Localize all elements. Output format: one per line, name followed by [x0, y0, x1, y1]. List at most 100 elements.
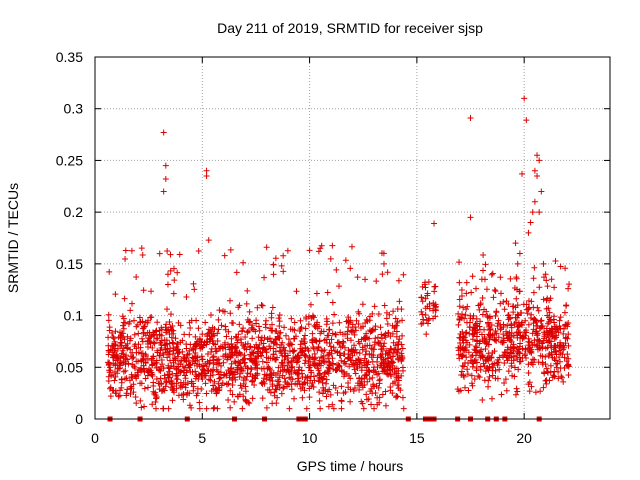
data-point — [304, 373, 311, 380]
data-point — [160, 405, 167, 412]
data-point — [526, 339, 533, 346]
data-point — [469, 327, 476, 334]
data-point — [489, 372, 496, 379]
data-point — [338, 405, 345, 412]
data-point — [542, 377, 549, 384]
data-point — [314, 346, 321, 353]
data-point — [528, 383, 535, 390]
data-point — [372, 368, 379, 375]
data-point — [192, 341, 199, 348]
data-point — [210, 405, 217, 412]
data-point — [117, 335, 124, 342]
data-point — [301, 340, 308, 347]
data-point — [150, 339, 157, 346]
data-point — [504, 346, 511, 353]
data-point — [546, 309, 553, 316]
data-point — [275, 364, 282, 371]
data-point — [170, 347, 177, 354]
data-point — [183, 391, 190, 398]
data-point — [326, 340, 333, 347]
data-point — [276, 335, 283, 342]
data-point — [157, 375, 164, 382]
data-point — [359, 400, 366, 407]
data-point — [455, 388, 462, 395]
data-point — [481, 276, 488, 283]
data-point — [162, 383, 169, 390]
data-point — [336, 283, 343, 290]
data-point — [500, 298, 507, 305]
data-point — [486, 327, 493, 334]
data-point — [227, 246, 234, 253]
data-point — [501, 359, 508, 366]
data-point — [244, 287, 251, 294]
data-point — [492, 312, 499, 319]
data-point — [455, 321, 462, 328]
data-point — [158, 326, 165, 333]
data-point — [154, 319, 161, 326]
data-point — [126, 337, 133, 344]
data-point — [195, 247, 202, 254]
data-point — [528, 359, 535, 366]
data-point — [490, 364, 497, 371]
data-point — [327, 255, 334, 262]
data-point — [350, 387, 357, 394]
data-point — [552, 348, 559, 355]
data-point — [500, 321, 507, 328]
y-tick-label: 0.1 — [64, 308, 84, 324]
data-point — [372, 390, 379, 397]
data-point — [248, 352, 255, 359]
data-point — [340, 390, 347, 397]
data-point — [359, 344, 366, 351]
data-point — [207, 327, 214, 334]
data-point — [384, 320, 391, 327]
data-point — [168, 334, 175, 341]
data-point — [149, 401, 156, 408]
data-point — [519, 355, 526, 362]
data-point — [472, 321, 479, 328]
data-point — [105, 334, 112, 341]
data-point — [552, 326, 559, 333]
data-point — [196, 405, 203, 412]
data-point — [157, 367, 164, 374]
data-point — [459, 362, 466, 369]
data-point — [351, 366, 358, 373]
data-point — [120, 368, 127, 375]
data-point — [213, 390, 220, 397]
data-point — [530, 275, 537, 282]
data-point — [233, 269, 240, 276]
data-point — [228, 335, 235, 342]
data-point — [199, 331, 206, 338]
data-point — [462, 312, 469, 319]
data-point — [220, 308, 227, 315]
data-point — [329, 401, 336, 408]
data-point — [504, 322, 511, 329]
data-point — [211, 378, 218, 385]
data-point — [351, 342, 358, 349]
data-point — [473, 367, 480, 374]
data-point — [492, 367, 499, 374]
data-point — [324, 332, 331, 339]
data-point — [544, 283, 551, 290]
data-point — [386, 360, 393, 367]
data-point — [130, 381, 137, 388]
data-point — [565, 355, 572, 362]
data-point — [363, 391, 370, 398]
data-point — [137, 319, 144, 326]
data-point — [553, 334, 560, 341]
data-point — [316, 397, 323, 404]
data-point — [186, 331, 193, 338]
data-point — [247, 318, 254, 325]
data-point — [565, 285, 572, 292]
data-point — [245, 319, 252, 326]
data-point — [329, 242, 336, 249]
data-point — [476, 349, 483, 356]
data-point — [481, 335, 488, 342]
data-point — [565, 342, 572, 349]
data-point — [362, 334, 369, 341]
data-point — [229, 343, 236, 350]
data-point — [107, 384, 114, 391]
data-point — [228, 319, 235, 326]
data-point — [289, 376, 296, 383]
data-point — [565, 319, 572, 326]
data-point — [540, 337, 547, 344]
